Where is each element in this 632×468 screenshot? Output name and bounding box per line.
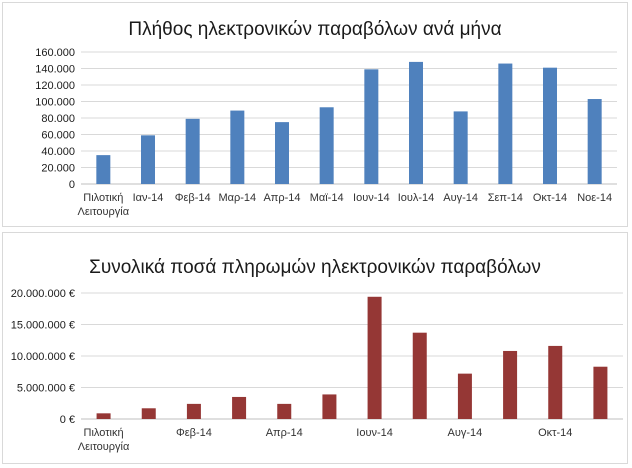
count-bar <box>275 122 289 184</box>
payments-bar <box>503 350 518 419</box>
count-x-tick-label: Φεβ-14 <box>175 192 211 204</box>
count-y-tick-label: 40.000 <box>41 146 75 158</box>
count-chart: 0 20.000 40.000 60.000 80.000 100.000 120.000 1… <box>35 47 617 218</box>
count-bar <box>453 111 468 184</box>
payments-bar <box>277 403 292 419</box>
count-bar <box>587 99 602 184</box>
count-bar <box>319 107 334 184</box>
count-x-tick-label: Ιουν-14 <box>353 192 390 204</box>
count-x-tick-label: Ιουλ-14 <box>398 192 435 204</box>
count-x-tick-label: Νοε-14 <box>577 192 612 204</box>
payments-x-tick-label: Απρ-14 <box>266 427 303 439</box>
count-bar <box>498 63 513 184</box>
payments-bar <box>232 396 247 419</box>
payments-bar <box>96 413 111 419</box>
count-chart-title: Πλήθος ηλεκτρονικών παραβόλων ανά μήνα <box>128 19 502 40</box>
payments-x-tick-label: Φεβ-14 <box>176 427 212 439</box>
count-x-tick-label: Ιαν-14 <box>133 192 164 204</box>
payments-bar <box>367 296 382 419</box>
payments-chart-title: Συνολικά ποσά πληρωμών ηλεκτρονικών παρα… <box>89 257 541 278</box>
count-y-tick-label: 20.000 <box>41 163 75 175</box>
payments-y-tick-label: 15.000.000 € <box>11 320 75 332</box>
count-bar <box>409 61 423 184</box>
count-x-tick-label: Λειτουργία <box>78 206 130 218</box>
payments-y-tick-label: 10.000.000 € <box>11 351 75 363</box>
count-bar <box>543 67 557 184</box>
count-x-tick-label: Μαϊ-14 <box>310 192 344 204</box>
count-bar <box>96 155 111 184</box>
payments-y-tick-label: 0 € <box>60 414 75 426</box>
payments-x-tick-label: Ιουν-14 <box>356 427 393 439</box>
count-chart-panel: Πλήθος ηλεκτρονικών παραβόλων ανά μήνα 0… <box>2 2 628 227</box>
payments-y-tick-label: 20.000.000 € <box>11 288 75 300</box>
count-bar <box>364 69 379 184</box>
count-x-tick-label: Απρ-14 <box>263 192 300 204</box>
count-x-tick-label: Πιλοτική <box>83 192 123 204</box>
count-bar <box>185 118 200 184</box>
count-y-tick-label: 140.000 <box>35 64 75 76</box>
count-x-tick-label: Οκτ-14 <box>533 192 567 204</box>
payments-chart-panel: Συνολικά ποσά πληρωμών ηλεκτρονικών παρα… <box>2 232 628 464</box>
count-x-tick-label: Σεπ-14 <box>488 192 523 204</box>
payments-bar <box>322 394 337 419</box>
payments-x-tick-label: Αυγ-14 <box>448 427 483 439</box>
payments-bar <box>412 332 427 419</box>
count-y-tick-label: 60.000 <box>41 130 75 142</box>
payments-bar <box>186 403 201 419</box>
payments-x-tick-label: Λειτουργία <box>78 441 130 453</box>
count-y-tick-label: 120.000 <box>35 80 75 92</box>
count-y-tick-label: 80.000 <box>41 113 75 125</box>
count-y-tick-label: 0 <box>69 179 75 191</box>
payments-bar <box>593 366 608 419</box>
payments-chart: 0 € 5.000.000 € 10.000.000 € 15.000.000 € 20… <box>11 288 623 453</box>
count-y-tick-label: 160.000 <box>35 47 75 59</box>
payments-y-tick-label: 5.000.000 € <box>17 383 75 395</box>
payments-x-tick-label: Πιλοτική <box>84 427 124 439</box>
count-y-tick-label: 100.000 <box>35 97 75 109</box>
payments-bar <box>548 345 563 419</box>
payments-x-tick-label: Οκτ-14 <box>538 427 572 439</box>
payments-bar <box>141 408 156 419</box>
count-x-tick-label: Αυγ-14 <box>443 192 478 204</box>
payments-bar <box>457 373 472 419</box>
count-bar <box>230 110 245 184</box>
count-x-tick-label: Μαρ-14 <box>218 192 256 204</box>
count-bar <box>141 135 155 184</box>
